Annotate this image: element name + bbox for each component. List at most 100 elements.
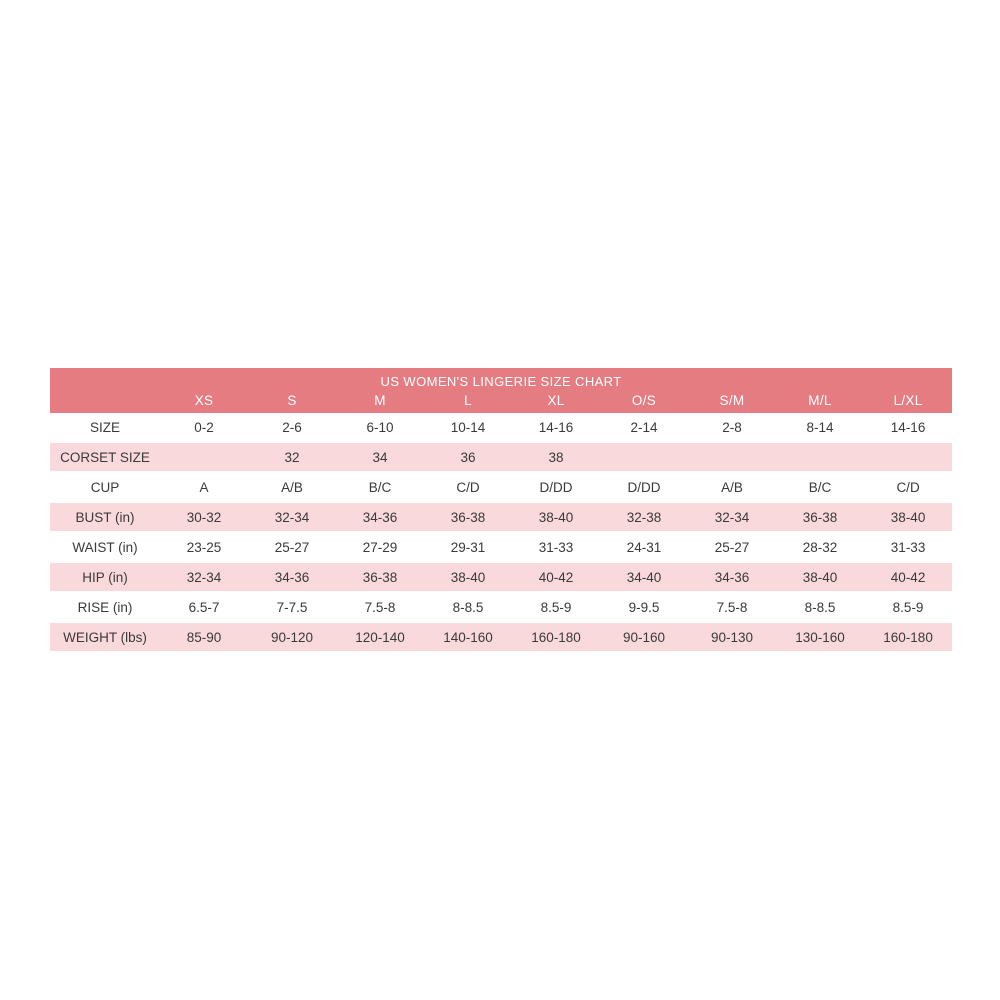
table-row: HIP (in) 32-34 34-36 36-38 38-40 40-42 34-40 34… — [50, 561, 953, 593]
table-cell: 130-160 — [776, 621, 864, 653]
column-header: O/S — [600, 391, 688, 413]
table-cell: 7.5-8 — [336, 592, 424, 622]
table-cell: B/C — [776, 472, 864, 502]
table-cell: 2-6 — [248, 413, 336, 442]
table-cell: 40-42 — [864, 561, 953, 593]
table-cell: 8.5-9 — [864, 592, 953, 622]
table-cell: 7-7.5 — [248, 592, 336, 622]
column-header: XS — [160, 391, 248, 413]
table-row: RISE (in) 6.5-7 7-7.5 7.5-8 8-8.5 8.5-9 9-9.5 7… — [50, 592, 953, 622]
column-header: L/XL — [864, 391, 953, 413]
size-header-row: XS S M L XL O/S S/M M/L L/XL — [50, 391, 953, 413]
chart-title: US WOMEN'S LINGERIE SIZE CHART — [50, 368, 953, 391]
table-cell: 6-10 — [336, 413, 424, 442]
table-cell: 9-9.5 — [600, 592, 688, 622]
table-cell: A — [160, 472, 248, 502]
column-header: M/L — [776, 391, 864, 413]
table-cell: 40-42 — [512, 561, 600, 593]
table-cell: 2-8 — [688, 413, 776, 442]
table-cell: 29-31 — [424, 532, 512, 562]
table-cell: 90-160 — [600, 621, 688, 653]
table-cell: 25-27 — [688, 532, 776, 562]
column-header: L — [424, 391, 512, 413]
table-cell — [688, 441, 776, 473]
table-cell: 36-38 — [336, 561, 424, 593]
table-row: CORSET SIZE 32 34 36 38 — [50, 441, 953, 473]
table-cell: 32-34 — [160, 561, 248, 593]
corner-cell — [50, 391, 160, 413]
table-cell: B/C — [336, 472, 424, 502]
table-cell: 0-2 — [160, 413, 248, 442]
column-header: M — [336, 391, 424, 413]
table-cell — [160, 441, 248, 473]
column-header: XL — [512, 391, 600, 413]
table-cell: 160-180 — [512, 621, 600, 653]
table-cell: 38-40 — [776, 561, 864, 593]
table-cell: 36-38 — [424, 501, 512, 533]
table-cell: 32-34 — [688, 501, 776, 533]
table-cell — [600, 441, 688, 473]
table-cell: 30-32 — [160, 501, 248, 533]
table-cell: C/D — [864, 472, 953, 502]
table-cell: 34-40 — [600, 561, 688, 593]
table-row: SIZE 0-2 2-6 6-10 10-14 14-16 2-14 2-8 8-14 14-16 — [50, 413, 953, 442]
table-cell: D/DD — [512, 472, 600, 502]
column-header: S/M — [688, 391, 776, 413]
table-cell: 14-16 — [512, 413, 600, 442]
table-cell: 32 — [248, 441, 336, 473]
lingerie-size-chart-table: US WOMEN'S LINGERIE SIZE CHART XS S M L XL O/… — [50, 368, 953, 653]
table-cell: 38-40 — [864, 501, 953, 533]
chart-title-row: US WOMEN'S LINGERIE SIZE CHART — [50, 368, 953, 391]
table-cell: 38-40 — [424, 561, 512, 593]
table-cell — [864, 441, 953, 473]
table-cell: 8-8.5 — [424, 592, 512, 622]
table-cell: 10-14 — [424, 413, 512, 442]
size-chart-body: SIZE 0-2 2-6 6-10 10-14 14-16 2-14 2-8 8-14 14-16… — [50, 413, 953, 653]
table-row: WEIGHT (lbs) 85-90 90-120 120-140 140-160 160… — [50, 621, 953, 653]
column-header: S — [248, 391, 336, 413]
table-cell: 38-40 — [512, 501, 600, 533]
table-row: WAIST (in) 23-25 25-27 27-29 29-31 31-33 24-31… — [50, 532, 953, 562]
table-cell: 24-31 — [600, 532, 688, 562]
table-cell — [776, 441, 864, 473]
table-cell: 140-160 — [424, 621, 512, 653]
table-cell: 38 — [512, 441, 600, 473]
row-label: RISE (in) — [50, 592, 160, 622]
row-label: BUST (in) — [50, 501, 160, 533]
row-label: WEIGHT (lbs) — [50, 621, 160, 653]
table-cell: 36-38 — [776, 501, 864, 533]
table-cell: 8-8.5 — [776, 592, 864, 622]
table-cell: 32-38 — [600, 501, 688, 533]
table-cell: A/B — [248, 472, 336, 502]
table-cell: 8-14 — [776, 413, 864, 442]
table-cell: 36 — [424, 441, 512, 473]
table-cell: 31-33 — [864, 532, 953, 562]
table-cell: 14-16 — [864, 413, 953, 442]
table-cell: 85-90 — [160, 621, 248, 653]
table-cell: 28-32 — [776, 532, 864, 562]
table-cell: 8.5-9 — [512, 592, 600, 622]
table-cell: 90-130 — [688, 621, 776, 653]
table-cell: 31-33 — [512, 532, 600, 562]
table-cell: 34-36 — [248, 561, 336, 593]
row-label: HIP (in) — [50, 561, 160, 593]
table-cell: 34-36 — [336, 501, 424, 533]
table-cell: 34 — [336, 441, 424, 473]
table-cell: 32-34 — [248, 501, 336, 533]
table-cell: 6.5-7 — [160, 592, 248, 622]
row-label: CUP — [50, 472, 160, 502]
table-cell: D/DD — [600, 472, 688, 502]
table-cell: C/D — [424, 472, 512, 502]
table-cell: 120-140 — [336, 621, 424, 653]
table-row: CUP A A/B B/C C/D D/DD D/DD A/B B/C C/D — [50, 472, 953, 502]
table-row: BUST (in) 30-32 32-34 34-36 36-38 38-40 32-38 3… — [50, 501, 953, 533]
table-cell: 2-14 — [600, 413, 688, 442]
table-cell: 23-25 — [160, 532, 248, 562]
row-label: SIZE — [50, 413, 160, 442]
table-cell: 90-120 — [248, 621, 336, 653]
table-cell: A/B — [688, 472, 776, 502]
row-label: CORSET SIZE — [50, 441, 160, 473]
table-cell: 7.5-8 — [688, 592, 776, 622]
table-cell: 160-180 — [864, 621, 953, 653]
